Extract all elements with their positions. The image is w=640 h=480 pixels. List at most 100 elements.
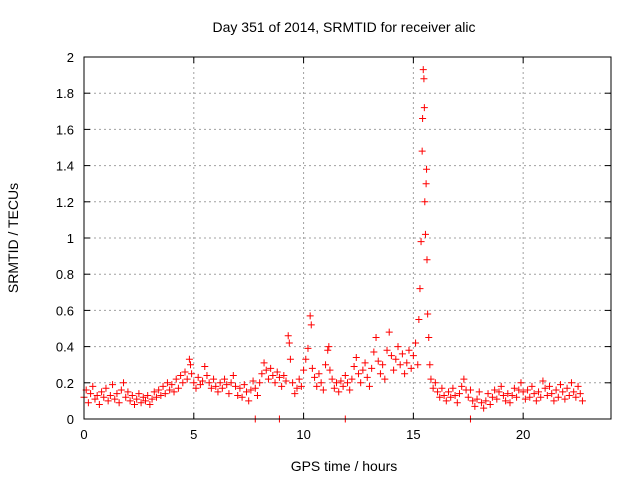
- data-point: [548, 390, 556, 398]
- data-point: [341, 372, 349, 380]
- data-point: [417, 238, 425, 246]
- data-point: [506, 399, 514, 407]
- data-point: [144, 391, 152, 399]
- data-point: [190, 379, 198, 387]
- data-point: [539, 377, 547, 385]
- y-tick-label: 1.8: [56, 86, 74, 101]
- data-point: [517, 379, 525, 387]
- data-point: [291, 390, 299, 398]
- data-point: [368, 364, 376, 372]
- data-point: [423, 165, 431, 173]
- grid: [84, 57, 611, 419]
- data-point: [387, 352, 395, 360]
- data-point: [242, 388, 250, 396]
- data-point: [466, 386, 474, 394]
- data-point: [537, 393, 545, 401]
- data-point: [240, 381, 248, 389]
- data-point: [141, 397, 149, 405]
- y-tick-label: 0.8: [56, 267, 74, 282]
- data-point: [315, 370, 323, 378]
- data-point: [385, 328, 393, 336]
- data-point: [278, 382, 286, 390]
- y-axis-label: SRMTID / TECUs: [5, 183, 21, 293]
- data-point: [102, 384, 110, 392]
- data-point: [210, 375, 218, 383]
- data-point: [541, 384, 549, 392]
- data-point: [424, 310, 432, 318]
- data-point: [576, 390, 584, 398]
- data-point: [370, 348, 378, 356]
- data-point: [104, 397, 112, 405]
- x-tick-label: 10: [296, 427, 310, 442]
- data-point: [183, 375, 191, 383]
- data-point: [453, 399, 461, 407]
- data-point: [285, 339, 293, 347]
- y-tick-label: 0.6: [56, 303, 74, 318]
- data-point: [260, 359, 268, 367]
- data-point: [425, 334, 433, 342]
- data-point: [339, 382, 347, 390]
- data-point: [212, 382, 220, 390]
- data-point: [179, 379, 187, 387]
- data-point: [126, 397, 134, 405]
- data-point: [493, 395, 501, 403]
- data-point: [205, 379, 213, 387]
- data-point: [196, 381, 204, 389]
- data-point: [155, 386, 163, 394]
- x-tick-label: 0: [80, 427, 87, 442]
- y-tick-label: 2: [67, 50, 74, 65]
- x-tick-label: 20: [516, 427, 530, 442]
- data-point: [216, 379, 224, 387]
- data-point: [550, 397, 558, 405]
- y-tick-label: 1: [67, 231, 74, 246]
- data-point: [524, 386, 532, 394]
- data-point: [168, 381, 176, 389]
- data-point: [306, 312, 314, 320]
- data-point: [565, 391, 573, 399]
- data-point: [157, 391, 165, 399]
- data-point: [100, 393, 108, 401]
- data-point: [412, 339, 420, 347]
- data-point: [574, 382, 582, 390]
- data-point: [486, 401, 494, 409]
- data-point: [383, 346, 391, 354]
- data-point: [275, 373, 283, 381]
- data-point: [559, 388, 567, 396]
- data-point: [201, 363, 209, 371]
- data-point: [415, 315, 423, 323]
- data-point: [251, 384, 259, 392]
- y-tick-label: 1.4: [56, 159, 74, 174]
- data-point: [273, 368, 281, 376]
- data-point: [352, 353, 360, 361]
- data-point: [372, 334, 380, 342]
- data-point: [150, 388, 158, 396]
- data-point: [293, 384, 301, 392]
- data-point: [431, 379, 439, 387]
- x-axis-label: GPS time / hours: [291, 458, 398, 474]
- data-point: [421, 230, 429, 238]
- data-point: [502, 397, 510, 405]
- data-point: [418, 147, 426, 155]
- data-point: [214, 388, 222, 396]
- data-point: [223, 381, 231, 389]
- data-points: [80, 66, 586, 423]
- data-point: [258, 370, 266, 378]
- data-point: [497, 382, 505, 390]
- data-point: [394, 343, 402, 351]
- data-point: [131, 401, 139, 409]
- data-point: [295, 375, 303, 383]
- data-point: [363, 373, 371, 381]
- data-point: [139, 393, 147, 401]
- data-point: [403, 359, 411, 367]
- data-point: [232, 382, 240, 390]
- data-point: [194, 373, 202, 381]
- data-point: [426, 361, 434, 369]
- data-point: [376, 370, 384, 378]
- data-point: [414, 361, 422, 369]
- data-point: [348, 375, 356, 383]
- data-point: [515, 386, 523, 394]
- data-point: [166, 386, 174, 394]
- data-point: [396, 361, 404, 369]
- y-tick-label: 1.2: [56, 195, 74, 210]
